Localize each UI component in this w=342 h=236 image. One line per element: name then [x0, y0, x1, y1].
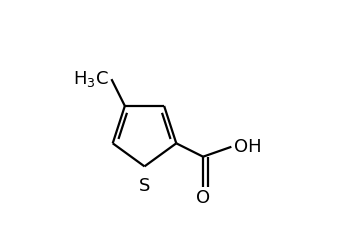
Text: S: S: [139, 177, 150, 195]
Text: O: O: [196, 189, 210, 207]
Text: H$_3$C: H$_3$C: [74, 69, 109, 89]
Text: OH: OH: [234, 138, 261, 156]
